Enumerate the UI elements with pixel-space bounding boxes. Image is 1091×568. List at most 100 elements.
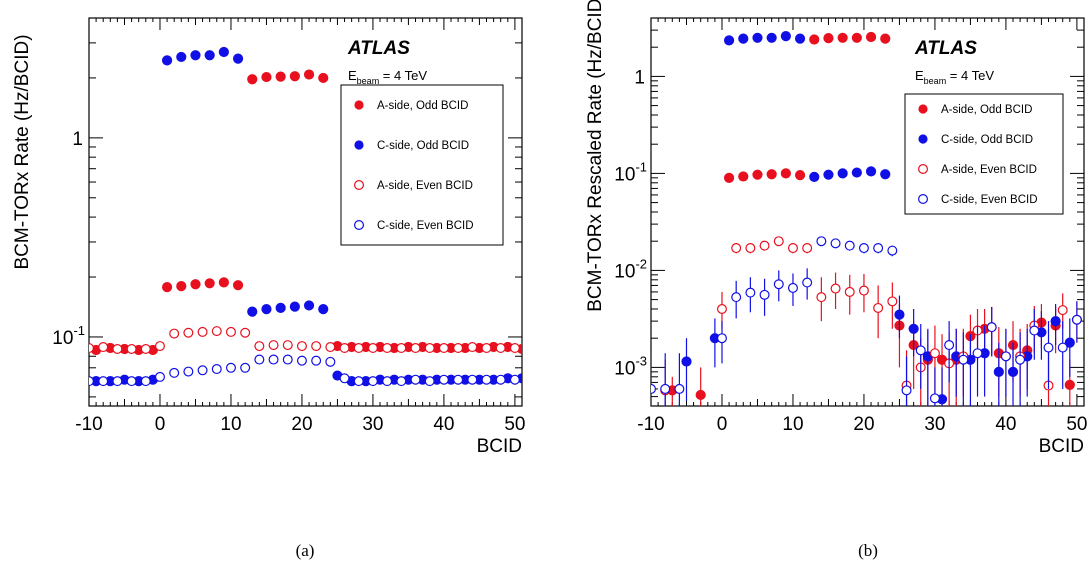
panel-caption: (a) — [296, 541, 315, 560]
data-point — [197, 365, 208, 376]
chart-panel-a: -10 0 10 20 30 40 50 1 10-1 BCID BCM-TORx Rate (Hz… — [12, 17, 525, 560]
data-point — [660, 383, 671, 394]
data-point — [738, 171, 749, 182]
data-point — [232, 280, 244, 291]
data-point — [183, 366, 194, 377]
data-point — [723, 35, 735, 46]
data-point — [268, 354, 279, 365]
data-point — [232, 53, 244, 64]
data-point — [410, 343, 421, 354]
data-point — [780, 31, 791, 42]
data-point — [844, 240, 855, 251]
data-point — [1071, 314, 1082, 325]
data-point — [197, 326, 208, 337]
data-point — [651, 383, 656, 394]
data-point — [325, 356, 336, 367]
data-point — [794, 33, 806, 44]
energy-label: Ebeam = 4 TeV — [348, 68, 427, 86]
data-point — [169, 328, 180, 339]
data-point — [275, 71, 286, 82]
data-point — [759, 289, 770, 300]
data-point — [674, 383, 685, 394]
data-point — [254, 354, 265, 365]
data-point — [140, 376, 151, 387]
data-point — [695, 389, 706, 401]
data-point — [112, 376, 123, 387]
data-point — [915, 345, 926, 356]
series-c-side-even-bcid — [89, 354, 520, 387]
legend: A-side, Odd BCID C-side, Odd BCID A-side, … — [904, 93, 1064, 215]
data-point — [993, 366, 1004, 377]
data-point — [282, 340, 293, 351]
data-point — [261, 304, 272, 315]
data-point — [716, 304, 727, 315]
data-point — [865, 166, 877, 177]
legend: A-side, Odd BCID C-side, Odd BCID A-side, … — [340, 84, 504, 246]
data-point — [780, 168, 791, 179]
plot-frame — [88, 17, 523, 407]
data-point — [681, 356, 692, 367]
data-point — [89, 343, 94, 354]
y-tick-label: 1 — [72, 129, 83, 150]
data-point — [396, 376, 407, 387]
data-point — [353, 376, 364, 387]
data-point — [282, 354, 293, 365]
data-point — [766, 169, 777, 180]
y-tick-label: 10-1 — [52, 323, 85, 349]
data-point — [716, 333, 727, 344]
data-point — [958, 354, 969, 365]
data-point — [382, 343, 393, 354]
atlas-label: ATLAS — [347, 38, 410, 59]
legend-label: A-side, Even BCID — [941, 164, 1037, 176]
data-point — [126, 376, 137, 387]
x-tick-label: 50 — [504, 414, 525, 435]
data-point — [509, 343, 520, 354]
data-point — [247, 306, 258, 317]
data-point — [738, 33, 749, 44]
data-point — [481, 343, 492, 354]
x-axis-title: BCID — [1039, 436, 1084, 457]
data-point — [880, 169, 891, 180]
data-point — [809, 171, 820, 183]
y-axis-title: BCM-TORx Rescaled Rate (Hz/BCID) — [585, 0, 606, 312]
data-point — [901, 385, 912, 396]
data-point — [438, 343, 449, 354]
data-point — [823, 169, 834, 180]
data-layer — [89, 46, 522, 387]
data-point — [1029, 325, 1040, 336]
data-point — [1057, 305, 1068, 316]
data-point — [367, 343, 378, 354]
legend-box — [904, 93, 1064, 215]
data-point — [154, 341, 165, 352]
data-point — [986, 322, 997, 333]
legend-marker — [918, 134, 928, 144]
data-point — [929, 393, 940, 404]
data-point — [1064, 337, 1075, 348]
y-axis-title: BCM-TORx Rate (Hz/BCID) — [12, 34, 33, 269]
data-point — [183, 327, 194, 338]
data-point — [467, 342, 478, 353]
x-tick-label: 20 — [853, 414, 874, 435]
data-point — [1064, 379, 1075, 391]
data-point — [880, 33, 891, 44]
data-point — [509, 374, 520, 385]
data-point — [311, 355, 322, 366]
data-point — [410, 374, 421, 385]
data-point — [261, 71, 272, 83]
data-point — [752, 169, 763, 180]
data-point — [382, 376, 393, 387]
data-point — [944, 340, 955, 351]
panel-caption: (b) — [858, 541, 878, 560]
data-point — [851, 32, 862, 43]
data-point — [424, 376, 435, 387]
data-point — [887, 245, 898, 256]
data-point — [339, 343, 350, 354]
data-point — [823, 33, 834, 44]
data-point — [844, 286, 855, 297]
x-tick-label: 10 — [220, 414, 241, 435]
data-point — [1057, 342, 1068, 353]
data-point — [176, 281, 187, 292]
data-point — [873, 302, 884, 313]
data-point — [190, 50, 201, 61]
